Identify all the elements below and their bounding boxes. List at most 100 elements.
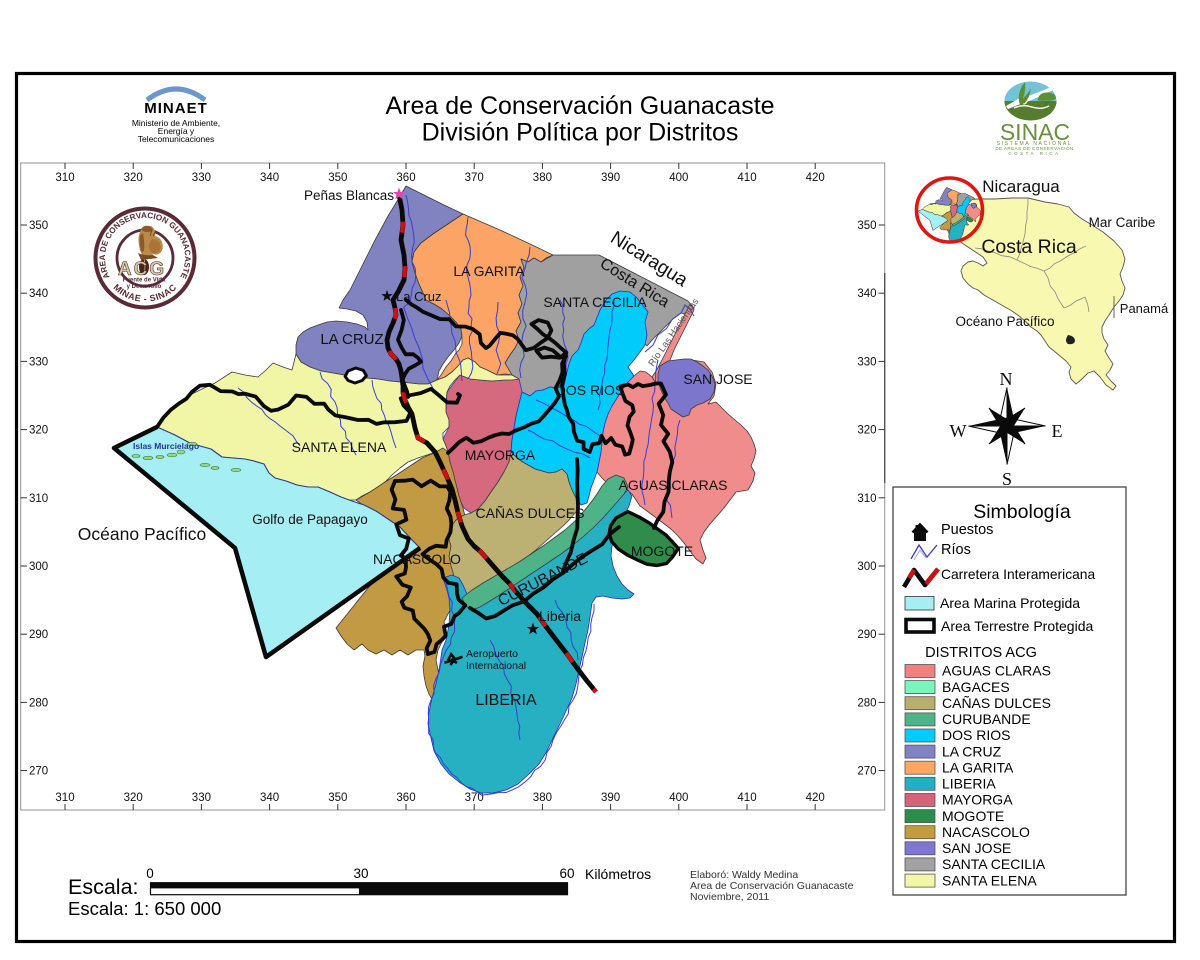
svg-text:Océano Pacífico: Océano Pacífico (955, 314, 1054, 329)
svg-text:290: 290 (29, 629, 48, 641)
svg-text:COSTA RICA: COSTA RICA (1008, 151, 1060, 156)
svg-text:0: 0 (146, 866, 154, 881)
svg-text:SANTA ELENA: SANTA ELENA (292, 439, 387, 455)
svg-text:340: 340 (260, 172, 279, 184)
svg-text:S: S (1002, 469, 1012, 489)
svg-text:LA GARITA: LA GARITA (453, 263, 525, 279)
svg-text:Escala: 1: 650 000: Escala: 1: 650 000 (68, 898, 221, 919)
svg-text:CAÑAS DULCES: CAÑAS DULCES (942, 695, 1051, 711)
svg-text:Escala:: Escala: (68, 875, 139, 899)
svg-text:LIBERIA: LIBERIA (942, 776, 996, 792)
svg-text:290: 290 (857, 629, 876, 641)
svg-text:Area Terrestre Protegida: Area Terrestre Protegida (941, 618, 1093, 634)
svg-text:CURUBANDE: CURUBANDE (942, 711, 1031, 727)
svg-text:AGUAS CLARAS: AGUAS CLARAS (619, 477, 728, 493)
svg-text:DE AREAS DE CONSERVACIÓN: DE AREAS DE CONSERVACIÓN (995, 145, 1073, 151)
svg-text:LA CRUZ: LA CRUZ (320, 331, 383, 348)
svg-text:270: 270 (857, 766, 876, 778)
svg-text:Islas Murcielago: Islas Murcielago (133, 441, 199, 451)
svg-text:Costa Rica: Costa Rica (981, 236, 1077, 258)
svg-text:Golfo de Papagayo: Golfo de Papagayo (252, 512, 368, 527)
svg-text:370: 370 (465, 792, 484, 804)
svg-text:Area de Conservación Guanacast: Area de Conservación Guanacaste (690, 880, 854, 892)
svg-text:420: 420 (806, 792, 825, 804)
svg-text:340: 340 (260, 792, 279, 804)
svg-text:320: 320 (857, 425, 876, 437)
svg-text:340: 340 (857, 288, 876, 300)
svg-text:Mar Caribe: Mar Caribe (1089, 215, 1156, 230)
svg-text:W: W (950, 421, 967, 441)
svg-text:30: 30 (353, 866, 368, 881)
svg-text:DISTRITOS ACG: DISTRITOS ACG (925, 645, 1037, 661)
svg-text:360: 360 (396, 172, 415, 184)
svg-text:390: 390 (601, 172, 620, 184)
svg-text:310: 310 (55, 792, 74, 804)
svg-text:Nicaragua: Nicaragua (982, 177, 1060, 196)
svg-text:330: 330 (29, 356, 48, 368)
svg-text:MAYORGA: MAYORGA (942, 792, 1013, 808)
svg-text:350: 350 (328, 792, 347, 804)
svg-text:SANTA CECILIA: SANTA CECILIA (543, 294, 647, 310)
svg-text:330: 330 (192, 792, 211, 804)
svg-text:380: 380 (533, 172, 552, 184)
svg-text:ACG: ACG (118, 259, 166, 280)
svg-text:NACASCOLO: NACASCOLO (942, 824, 1030, 840)
svg-text:350: 350 (328, 172, 347, 184)
svg-text:Area Marina Protegida: Area Marina Protegida (940, 595, 1080, 611)
svg-text:SANTA CECILIA: SANTA CECILIA (942, 856, 1046, 872)
svg-text:AGUAS CLARAS: AGUAS CLARAS (942, 663, 1051, 679)
svg-text:SANTA ELENA: SANTA ELENA (942, 872, 1037, 888)
svg-text:MAYORGA: MAYORGA (465, 447, 536, 463)
svg-text:Kilómetros: Kilómetros (585, 866, 651, 882)
svg-text:La Cruz: La Cruz (396, 289, 442, 304)
svg-text:LA GARITA: LA GARITA (942, 759, 1014, 775)
svg-text:Panamá: Panamá (1120, 301, 1169, 316)
svg-text:NACASCOLO: NACASCOLO (373, 551, 461, 567)
svg-text:400: 400 (669, 172, 688, 184)
svg-text:340: 340 (29, 288, 48, 300)
svg-text:310: 310 (29, 493, 48, 505)
svg-text:330: 330 (192, 172, 211, 184)
svg-text:Noviembre, 2011: Noviembre, 2011 (690, 891, 769, 903)
svg-text:Simbología: Simbología (973, 501, 1071, 523)
svg-text:Fuente de Vida: Fuente de Vida (123, 278, 166, 284)
svg-text:y Desarrollo: y Desarrollo (127, 284, 162, 290)
svg-text:Ríos: Ríos (941, 542, 971, 558)
svg-text:MOGOTE: MOGOTE (942, 808, 1004, 824)
svg-text:SINAC: SINAC (1000, 119, 1070, 145)
svg-text:Energía y: Energía y (158, 126, 195, 136)
svg-text:350: 350 (29, 220, 48, 232)
svg-text:300: 300 (29, 561, 48, 573)
svg-text:410: 410 (737, 792, 756, 804)
svg-text:Ministerio de Ambiente,: Ministerio de Ambiente, (132, 118, 220, 128)
svg-text:310: 310 (857, 493, 876, 505)
svg-text:320: 320 (124, 792, 143, 804)
svg-text:SAN JOSE: SAN JOSE (942, 840, 1011, 856)
svg-text:Area de Conservación Guanacast: Area de Conservación Guanacaste (385, 92, 774, 120)
svg-text:390: 390 (601, 792, 620, 804)
svg-text:SAN JOSE: SAN JOSE (683, 371, 752, 387)
svg-text:Peñas Blancas: Peñas Blancas (304, 188, 394, 203)
svg-text:60: 60 (559, 866, 574, 881)
svg-text:Aeropuerto: Aeropuerto (466, 648, 518, 660)
svg-text:280: 280 (29, 697, 48, 709)
svg-text:MINAET: MINAET (144, 100, 208, 117)
svg-text:Puestos: Puestos (941, 522, 993, 538)
svg-text:Elaboró: Waldy Medina: Elaboró: Waldy Medina (690, 869, 798, 881)
svg-text:310: 310 (55, 172, 74, 184)
svg-text:320: 320 (29, 425, 48, 437)
svg-text:420: 420 (806, 172, 825, 184)
svg-text:LIBERIA: LIBERIA (475, 692, 537, 709)
svg-text:280: 280 (857, 697, 876, 709)
svg-text:Telecomunicaciones: Telecomunicaciones (138, 134, 215, 144)
svg-text:400: 400 (669, 792, 688, 804)
svg-text:300: 300 (857, 561, 876, 573)
svg-text:CAÑAS DULCES: CAÑAS DULCES (476, 505, 585, 521)
svg-text:DOS RIOS: DOS RIOS (942, 727, 1010, 743)
svg-text:SISTEMA NACIONAL: SISTEMA NACIONAL (997, 141, 1073, 147)
svg-text:BAGACES: BAGACES (942, 679, 1010, 695)
svg-text:360: 360 (396, 792, 415, 804)
svg-text:270: 270 (29, 766, 48, 778)
svg-text:DOS RIOS: DOS RIOS (556, 382, 624, 398)
svg-text:Océano Pacífico: Océano Pacífico (78, 524, 206, 544)
